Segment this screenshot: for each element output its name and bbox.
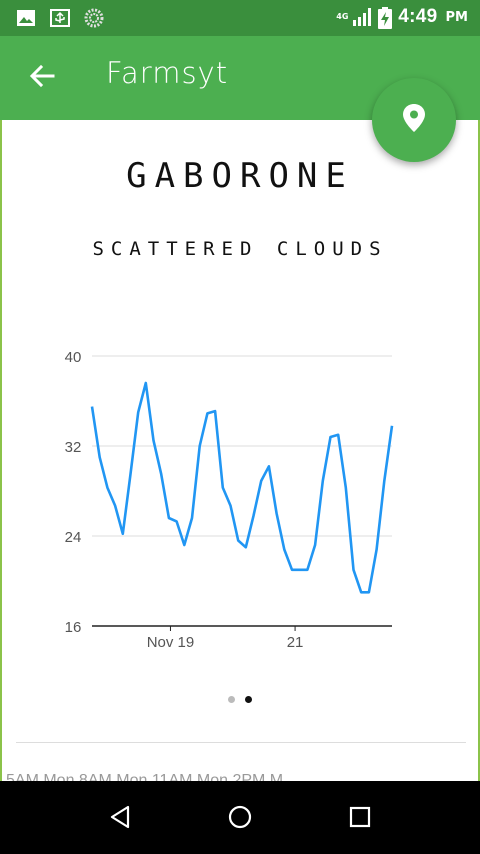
app-title: Farmsyt — [106, 56, 229, 90]
system-icons: 4G 4:49 PM — [336, 6, 468, 29]
temperature-chart: 16 24 32 40 Nov 19 21 — [65, 349, 394, 651]
weather-condition: SCATTERED CLOUDS — [92, 238, 388, 260]
page-dot-1[interactable] — [228, 696, 235, 703]
weather-card: GABORONE SCATTERED CLOUDS 16 24 32 40 Nov 19… — [0, 120, 480, 781]
temperature-series-line — [90, 381, 394, 594]
sync-icon — [84, 8, 104, 28]
signal-icon — [352, 7, 372, 27]
y-tick-label: 32 — [65, 439, 82, 456]
nav-back-button[interactable] — [100, 799, 140, 839]
page-indicator — [228, 696, 252, 703]
y-tick-label: 16 — [65, 619, 82, 636]
clock-ampm: PM — [445, 9, 468, 25]
recents-square-icon — [349, 806, 371, 832]
system-nav-bar — [0, 781, 480, 854]
x-tick-label: 21 — [287, 634, 304, 651]
divider — [16, 742, 466, 743]
y-tick-label: 24 — [65, 529, 82, 546]
clock-time: 4:49 — [398, 6, 438, 27]
home-circle-icon — [228, 805, 252, 833]
status-bar: 4G 4:49 PM — [0, 0, 480, 36]
forecast-row-peek: 5AM Mon 8AM Mon 11AM Mon 2PM M — [6, 772, 284, 781]
arrow-back-icon — [29, 63, 55, 93]
network-type-label: 4G — [336, 12, 349, 21]
back-button[interactable] — [22, 58, 62, 98]
notification-icons — [16, 8, 104, 28]
back-triangle-icon — [109, 805, 131, 833]
location-pin-icon — [402, 103, 426, 137]
location-button[interactable] — [372, 78, 456, 162]
battery-charging-icon — [378, 7, 393, 29]
page-dot-2[interactable] — [245, 696, 252, 703]
usb-icon — [50, 8, 70, 28]
city-name: GABORONE — [126, 156, 354, 196]
image-icon — [16, 8, 36, 28]
x-tick-label: Nov 19 — [147, 634, 195, 651]
nav-recents-button[interactable] — [340, 799, 380, 839]
y-tick-label: 40 — [65, 349, 82, 366]
nav-home-button[interactable] — [220, 799, 260, 839]
